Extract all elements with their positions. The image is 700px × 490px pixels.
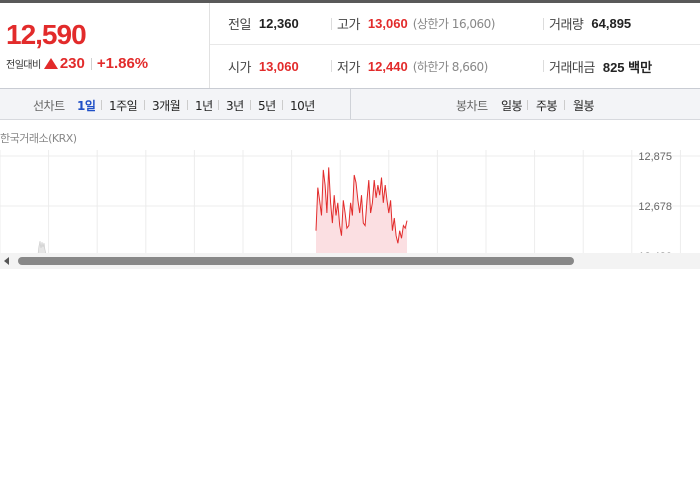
tab-1w[interactable]: 1주일 xyxy=(109,99,138,113)
stat-value: 12,360 xyxy=(258,16,299,31)
tab-10y[interactable]: 10년 xyxy=(290,99,315,113)
chart-scrollbar[interactable] xyxy=(0,253,700,269)
y-tick-label: 12,678 xyxy=(638,201,672,213)
stat-label: 거래대금 xyxy=(549,60,595,76)
divider xyxy=(543,18,544,30)
divider xyxy=(527,100,528,110)
price-summary: 12,590 전일대비 230 +1.86% xyxy=(0,3,210,88)
divider xyxy=(187,100,188,110)
line-chart-label: 선차트 xyxy=(33,99,65,113)
stats-row-2: 시가 13,060 저가 12,440 (하한가 8,660) 거래대금 825… xyxy=(210,45,700,87)
price-line xyxy=(315,167,408,244)
volume-ghost-mark xyxy=(37,240,47,254)
divider xyxy=(101,100,102,110)
divider xyxy=(331,18,332,30)
stat-upper-limit: (상한가 16,060) xyxy=(412,17,496,31)
stat-value: 13,060 xyxy=(367,16,408,31)
divider xyxy=(144,100,145,110)
tab-3y[interactable]: 3년 xyxy=(226,99,244,113)
current-price: 12,590 xyxy=(6,19,87,50)
stat-volume: 거래량 64,895 xyxy=(549,14,631,33)
chart-tabs-bar: 선차트 1일 1주일 3개월 1년 3년 5년 10년 봉차트 일봉 주봉 월봉 xyxy=(0,88,700,120)
stat-prev-close: 전일 12,360 xyxy=(228,14,299,33)
stat-label: 전일 xyxy=(228,18,251,33)
stat-value: 64,895 xyxy=(591,16,632,31)
scroll-left-arrow-icon[interactable] xyxy=(4,257,9,265)
stat-label: 시가 xyxy=(228,60,251,76)
stat-trade-amount: 거래대금 825 백만 xyxy=(549,57,652,76)
tab-1d[interactable]: 1일 xyxy=(77,99,96,113)
exchange-label: 한국거래소(KRX) xyxy=(0,132,77,145)
stat-value: 12,440 xyxy=(367,58,408,74)
divider xyxy=(90,57,92,70)
divider xyxy=(282,100,283,110)
change-amount: 230 xyxy=(59,55,85,72)
y-tick-label: 12,480 xyxy=(638,251,672,254)
divider xyxy=(564,100,565,110)
candle-chart-label: 봉차트 xyxy=(456,99,488,113)
tab-3m[interactable]: 3개월 xyxy=(152,99,181,113)
tabs-divider xyxy=(350,89,351,119)
y-tick-label: 12,875 xyxy=(638,151,672,163)
chart-grid xyxy=(0,150,700,254)
tab-monthly-candle[interactable]: 월봉 xyxy=(573,99,595,113)
divider xyxy=(250,100,251,110)
change-label: 전일대비 xyxy=(6,60,41,71)
price-area xyxy=(316,167,407,254)
stats-row-1: 전일 12,360 고가 13,060 (상한가 16,060) 거래량 64,… xyxy=(210,3,700,45)
divider xyxy=(543,60,544,72)
price-change-row: 전일대비 230 +1.86% xyxy=(6,55,148,72)
stat-value: 825 백만 xyxy=(602,59,653,75)
stat-open: 시가 13,060 xyxy=(228,57,299,76)
y-axis-labels: 12,875 12,678 12,480 xyxy=(638,151,672,254)
stats-grid: 전일 12,360 고가 13,060 (상한가 16,060) 거래량 64,… xyxy=(210,3,700,88)
tab-weekly-candle[interactable]: 주봉 xyxy=(536,99,558,113)
stat-high: 고가 13,060 (상한가 16,060) xyxy=(337,14,495,33)
tab-5y[interactable]: 5년 xyxy=(258,99,276,113)
tab-1y[interactable]: 1년 xyxy=(195,99,213,113)
stat-value: 13,060 xyxy=(258,58,299,74)
change-percent: +1.86% xyxy=(96,55,149,72)
top-border xyxy=(0,0,700,3)
stat-label: 저가 xyxy=(337,60,360,76)
stat-lower-limit: (하한가 8,660) xyxy=(412,59,489,74)
stat-label: 거래량 xyxy=(549,18,584,33)
up-triangle-icon xyxy=(43,58,58,69)
stat-label: 고가 xyxy=(337,18,360,33)
scroll-thumb[interactable] xyxy=(18,257,574,265)
divider xyxy=(331,60,332,72)
tab-daily-candle[interactable]: 일봉 xyxy=(501,99,523,113)
divider xyxy=(218,100,219,110)
stat-low: 저가 12,440 (하한가 8,660) xyxy=(337,57,488,76)
price-chart: 12,875 12,678 12,480 xyxy=(0,150,700,254)
